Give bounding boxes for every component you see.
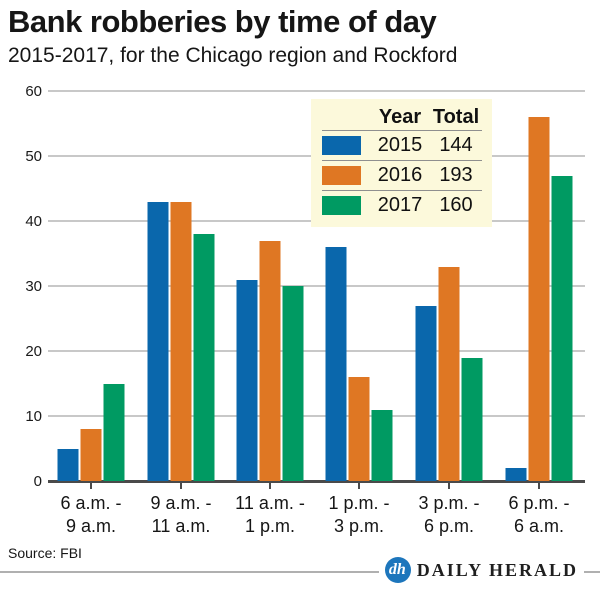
x-label-5: 3 p.m. -6 p.m. [418,493,480,537]
bar-2016-6 [528,117,550,481]
legend-header-total: Total [432,105,480,128]
bar-2017-1 [103,383,125,481]
brand-monogram: dh [388,561,406,578]
bar-2015-4 [325,247,347,481]
bar-group-3 [236,240,304,481]
bar-2017-3 [282,286,304,481]
bar-2017-4 [371,409,393,481]
bar-2017-5 [461,357,483,481]
legend-row-2016: 2016 193 [322,160,482,190]
x-label-2: 9 a.m. -11 a.m. [150,493,212,537]
bar-group-5 [415,266,483,481]
bar-2016-3 [259,240,281,481]
bar-group-1 [57,383,125,481]
bar-2015-3 [236,279,258,481]
x-tick-4 [358,482,360,489]
legend-year-2017: 2017 [377,194,423,216]
bar-2016-2 [170,201,192,481]
brand-logo: dh DAILY HERALD [378,557,584,583]
plot-area [48,90,585,483]
legend-swatch-2016 [322,166,361,185]
legend-header-year: Year [378,105,422,128]
legend-total-2015: 144 [439,134,473,156]
x-tick-6 [538,482,540,489]
y-tick-label-20: 20 [25,343,42,360]
legend-swatch-2017 [322,196,361,215]
page-title: Bank robberies by time of day [8,4,437,39]
legend-year-2016: 2016 [377,164,423,186]
legend-total-2016: 193 [439,164,473,186]
chart-legend: Year Total 2015 144 2016 193 2017 160 [311,99,492,227]
bar-group-2 [147,201,215,481]
footer-rule [0,571,600,573]
brand-circle-icon: dh [384,557,411,583]
y-tick-label-50: 50 [25,148,42,165]
bar-2015-1 [57,448,79,481]
gridline-10 [48,415,585,417]
bar-2016-4 [348,377,370,481]
legend-row-2015: 2015 144 [322,130,482,160]
bar-group-4 [325,247,393,481]
y-tick-label-0: 0 [33,473,42,490]
bar-2016-5 [438,266,460,481]
brand-name: DAILY HERALD [416,559,578,580]
bar-2015-2 [147,201,169,481]
x-tick-5 [448,482,450,489]
gridline-60 [48,90,585,92]
x-label-1: 6 a.m. -9 a.m. [60,493,122,537]
x-tick-3 [269,482,271,489]
bar-2015-6 [505,468,527,481]
x-tick-1 [90,482,92,489]
y-tick-label-30: 30 [25,278,42,295]
x-axis-line [48,480,585,483]
y-tick-label-40: 40 [25,213,42,230]
legend-year-2015: 2015 [377,134,423,156]
legend-swatch-2015 [322,136,361,155]
page-subtitle: 2015-2017, for the Chicago region and Ro… [8,44,458,67]
bar-2017-6 [551,175,573,481]
gridline-20 [48,350,585,352]
x-label-4: 1 p.m. -3 p.m. [328,493,390,537]
legend-row-2017: 2017 160 [322,190,482,220]
x-label-3: 11 a.m. -1 p.m. [235,493,305,537]
y-tick-label-60: 60 [25,83,42,100]
bar-2015-5 [415,305,437,481]
gridline-30 [48,285,585,287]
legend-total-2017: 160 [439,194,473,216]
bar-2016-1 [80,429,102,481]
x-tick-2 [180,482,182,489]
source-note: Source: FBI [8,545,82,561]
y-tick-label-10: 10 [25,408,42,425]
bar-group-6 [505,117,573,481]
legend-header-row: Year Total [322,104,482,130]
bar-2017-2 [193,234,215,481]
x-label-6: 6 p.m. -6 a.m. [508,493,570,537]
